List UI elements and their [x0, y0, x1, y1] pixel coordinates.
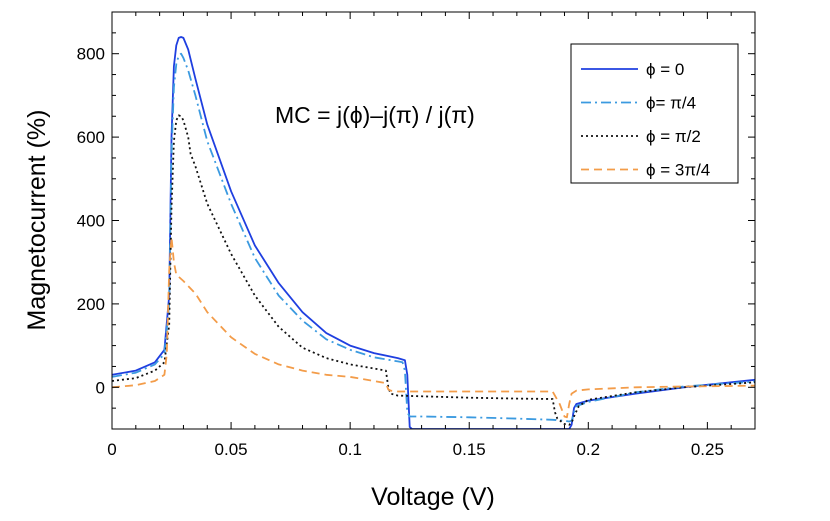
- series-line-1: [112, 52, 755, 423]
- y-tick-label: 0: [96, 378, 105, 397]
- series-line-3: [112, 236, 755, 419]
- y-tick-label: 200: [77, 295, 105, 314]
- x-tick-label: 0: [107, 440, 116, 459]
- legend-label-2: ϕ = π/2: [646, 127, 701, 146]
- tick-labels: 0 0.05 0.1 0.15 0.2 0.25 0 200 400 600 800: [77, 45, 724, 459]
- y-tick-label: 800: [77, 45, 105, 64]
- plot-lines: [112, 36, 755, 429]
- x-axis-title: Voltage (V): [371, 483, 495, 511]
- legend-label-1: ϕ= π/4: [646, 94, 696, 113]
- y-axis-title: Magnetocurrent (%): [23, 110, 51, 331]
- x-tick-label: 0.2: [576, 440, 600, 459]
- mc-formula-annotation: MC = j(ϕ)–j(π) / j(π): [275, 102, 475, 128]
- x-tick-label: 0.15: [453, 440, 486, 459]
- x-tick-label: 0.1: [338, 440, 362, 459]
- legend: ϕ = 0 ϕ= π/4 ϕ = π/2 ϕ = 3π/4: [570, 43, 739, 184]
- axis-ticks: [111, 11, 755, 430]
- series-line-0: [112, 36, 755, 429]
- y-tick-label: 600: [77, 128, 105, 147]
- x-tick-label: 0.25: [691, 440, 724, 459]
- x-tick-label: 0.05: [215, 440, 248, 459]
- y-tick-label: 400: [77, 212, 105, 231]
- legend-label-3: ϕ = 3π/4: [646, 161, 710, 180]
- legend-box: [570, 43, 739, 184]
- series-line-2: [112, 114, 755, 426]
- legend-label-0: ϕ = 0: [646, 60, 684, 79]
